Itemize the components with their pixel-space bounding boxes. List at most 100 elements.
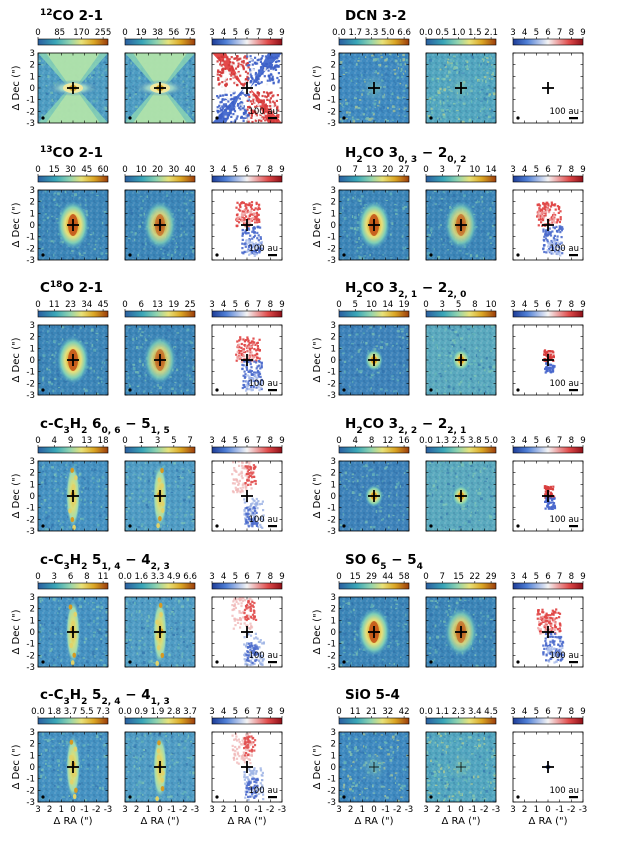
speckle — [340, 61, 343, 64]
speckle — [470, 465, 473, 467]
speckle — [176, 332, 180, 334]
velocity-pixel — [247, 370, 250, 373]
speckle — [444, 461, 446, 464]
velocity-pixel — [221, 62, 224, 66]
colorbar-tick-label: 8 — [268, 28, 273, 38]
speckle — [488, 370, 492, 373]
colorbar-integrated: 0 85 170 255 — [35, 28, 111, 46]
velocity-pixel — [551, 221, 554, 224]
velocity-pixel — [257, 206, 260, 209]
dec-axis-label: Δ Dec (") — [312, 473, 323, 518]
speckle — [458, 249, 462, 252]
speckle — [97, 480, 100, 483]
speckle — [434, 190, 437, 192]
speckle — [453, 66, 457, 69]
speckle — [82, 517, 85, 521]
speckle — [444, 328, 447, 331]
speckle — [191, 118, 194, 121]
speckle — [398, 114, 400, 117]
velocity-pixel — [551, 350, 554, 353]
speckle — [44, 473, 46, 476]
dec-tick-label: 0 — [331, 84, 336, 94]
velocity-pixel — [236, 480, 239, 483]
velocity-pixel — [253, 246, 256, 249]
velocity-pixel — [556, 238, 559, 241]
dec-tick-label: -3 — [26, 391, 35, 401]
speckle — [351, 342, 354, 345]
velocity-pixel — [548, 350, 552, 353]
speckle — [472, 387, 475, 389]
velocity-pixel — [254, 480, 257, 483]
velocity-pixel — [249, 520, 252, 523]
speckle — [363, 255, 367, 257]
velocity-pixel — [222, 117, 226, 120]
speckle — [182, 222, 184, 225]
velocity-pixel — [234, 486, 237, 489]
speckle — [396, 76, 400, 79]
velocity-pixel — [551, 370, 554, 373]
speckle — [479, 257, 481, 260]
speckle — [149, 472, 152, 474]
velocity-pixel — [269, 107, 272, 110]
speckle — [101, 361, 103, 364]
dec-tick-label: -1 — [327, 233, 336, 243]
speckle — [91, 328, 94, 332]
speckle — [454, 330, 458, 333]
colorbar-gradient — [425, 38, 497, 46]
speckle — [99, 380, 102, 382]
velocity-pixel — [239, 92, 242, 95]
speckle — [59, 632, 63, 635]
speckle — [62, 492, 64, 495]
beam — [429, 116, 433, 120]
velocity-pixel — [241, 242, 244, 245]
velocity-pixel — [264, 104, 267, 107]
colorbar-tick-label: 170 — [73, 28, 89, 38]
velocity-pixel — [241, 210, 244, 213]
colorbar-tick-label: 7 — [557, 436, 562, 446]
speckle — [56, 373, 60, 375]
velocity-pixel — [248, 58, 251, 61]
speckle — [427, 351, 429, 355]
speckle — [483, 369, 486, 372]
velocity-pixel — [249, 348, 252, 351]
speckle — [341, 236, 345, 239]
velocity-pixel — [264, 62, 267, 66]
speckle — [61, 256, 65, 260]
colorbar-tick-label: 8 — [569, 436, 574, 446]
speckle — [57, 374, 59, 377]
velocity-pixel — [241, 218, 244, 221]
velocity-pixel — [249, 360, 252, 363]
speckle — [125, 221, 127, 225]
colorbar-tick-label: 0 — [122, 300, 127, 310]
velocity-pixel — [243, 210, 246, 213]
speckle — [187, 365, 190, 368]
velocity-pixel — [545, 362, 548, 365]
velocity-pixel — [258, 75, 261, 78]
velocity-pixel — [246, 385, 250, 388]
speckle — [385, 200, 389, 201]
speckle — [354, 243, 357, 246]
speckle — [184, 360, 187, 362]
speckle — [81, 254, 84, 256]
velocity-pixel — [252, 523, 255, 526]
velocity-pixel — [251, 497, 254, 500]
speckle — [440, 198, 444, 201]
speckle — [477, 117, 481, 119]
colorbar-tick-label: 8 — [268, 300, 273, 310]
speckle — [94, 243, 97, 246]
colorbar-tick-label: 6 — [545, 436, 550, 446]
speckle — [491, 337, 493, 339]
speckle — [135, 527, 137, 530]
speckle — [340, 71, 344, 74]
velocity-pixel — [249, 474, 252, 477]
velocity-pixel — [258, 338, 261, 341]
velocity-pixel — [544, 500, 547, 503]
velocity-pixel — [246, 368, 249, 371]
speckle — [367, 350, 370, 353]
speckle — [405, 103, 408, 106]
dec-tick-label: 0 — [30, 356, 35, 366]
speckle — [399, 63, 402, 66]
speckle — [43, 635, 45, 638]
velocity-pixel — [274, 60, 278, 64]
speckle — [42, 471, 45, 473]
